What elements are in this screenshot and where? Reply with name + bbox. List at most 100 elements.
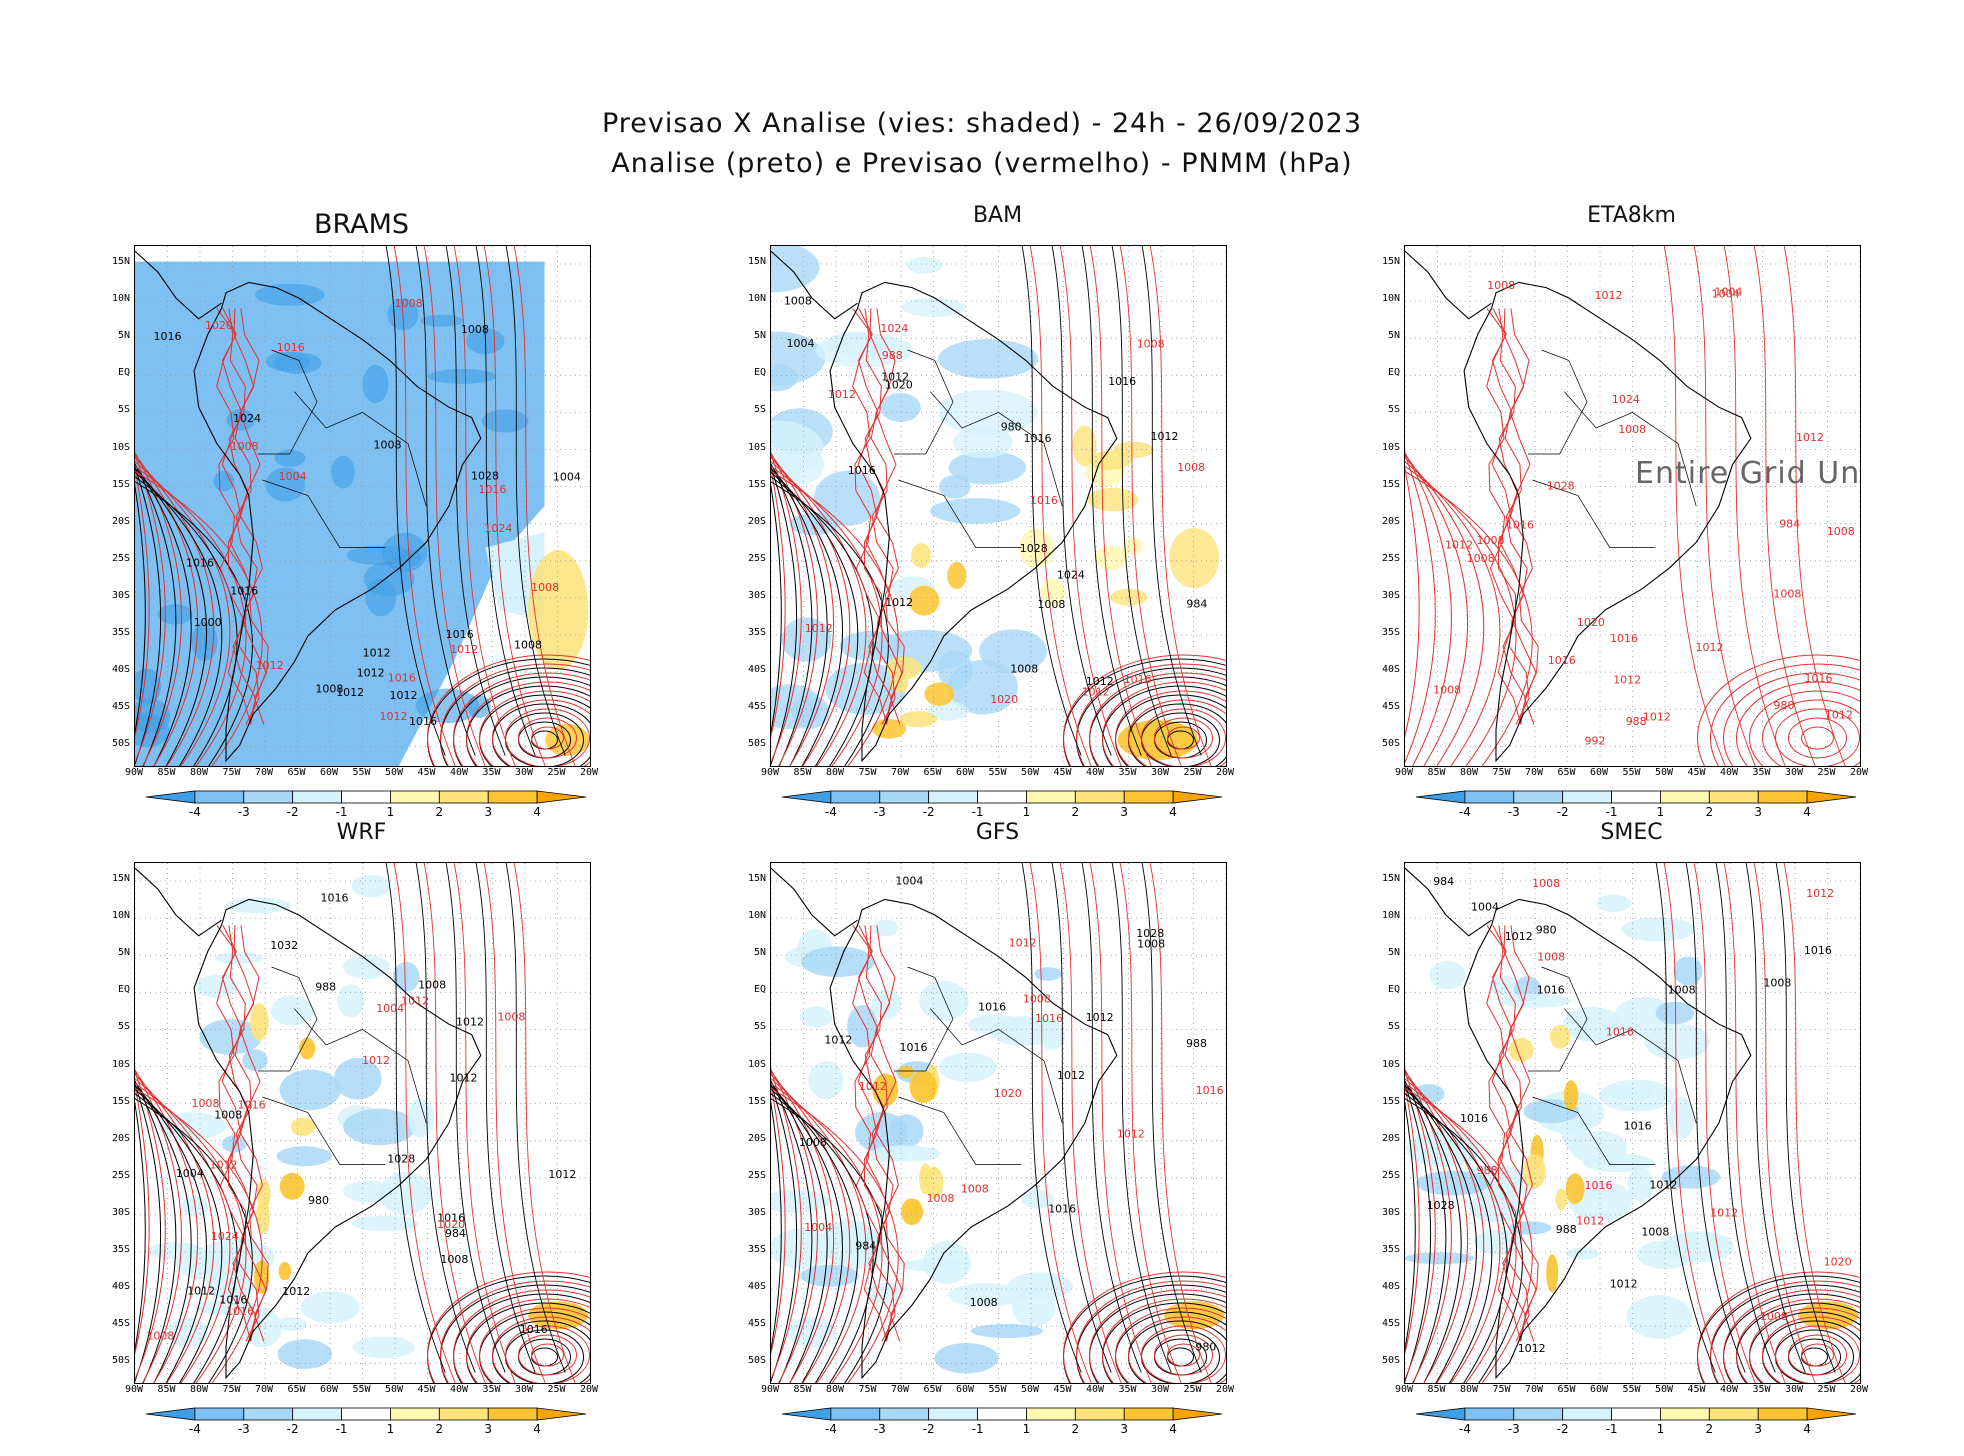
lat-tick-label: 50S bbox=[1381, 1355, 1400, 1367]
lat-tick-label: 30S bbox=[747, 1206, 766, 1218]
lat-tick-label: 15N bbox=[111, 873, 130, 884]
andes-isobars bbox=[852, 308, 905, 725]
black-isobar-label: 1028 bbox=[471, 470, 499, 483]
red-isobar-label: 1024 bbox=[211, 1230, 239, 1243]
colorbar-segment bbox=[1123, 1407, 1174, 1421]
panel-smec: SMEC 1012 1016 1012 1008 1004 1016 1012 1008 1016… bbox=[1364, 820, 1899, 1456]
red-isobar-label: 1008 bbox=[146, 1330, 174, 1343]
lat-tick-label: 40S bbox=[111, 1281, 130, 1293]
lat-tick-label: 25S bbox=[747, 552, 766, 564]
red-isobar-label: 1024 bbox=[880, 322, 908, 335]
lon-tick-label: 55W bbox=[1622, 767, 1641, 778]
lon-tick-label: 50W bbox=[384, 767, 404, 778]
colorbar-label: 2 bbox=[1071, 805, 1080, 819]
lat-tick-label: 35S bbox=[111, 627, 130, 638]
black-isobar-label: 984 bbox=[445, 1227, 466, 1240]
colorbar-label: -1 bbox=[335, 1422, 348, 1436]
red-isobar-label: 1008 bbox=[1467, 552, 1495, 565]
black-isobar-label: 1008 bbox=[214, 1109, 242, 1122]
colorbar-segment bbox=[879, 790, 930, 804]
lat-tick-label: 25S bbox=[747, 1169, 766, 1181]
colorbar-segment bbox=[781, 1407, 832, 1421]
colorbar-segment bbox=[1026, 790, 1076, 804]
map-frame: 1012 1008 1012 1008 1008 1012 1008 1012 1004 1016… bbox=[1404, 245, 1861, 767]
panel-brams: BRAMS 1008 1012 1008 1016 1004 1000 1012 1016 102… bbox=[94, 209, 629, 839]
lat-tick-label: 10N bbox=[1381, 910, 1400, 922]
lon-tick-label: 75W bbox=[858, 767, 877, 778]
lon-tick-label: 40W bbox=[1085, 767, 1105, 778]
black-isobar-label: 984 bbox=[1186, 597, 1207, 610]
lat-tick-label: 15N bbox=[111, 256, 130, 267]
lon-tick-label: 20W bbox=[1215, 1384, 1235, 1395]
red-isobar-label: 1012 bbox=[828, 388, 856, 401]
colorbar-segment bbox=[977, 1407, 1027, 1421]
lon-tick-label: 55W bbox=[352, 767, 371, 778]
lat-tick-label: 15N bbox=[747, 256, 766, 267]
panel-gfs: GFS 1012 1008 1016 1004 1012 1008 1016 1028 1016 1… bbox=[730, 820, 1265, 1456]
lon-tick-label: 45W bbox=[417, 1384, 436, 1395]
colorbar-segment bbox=[830, 790, 881, 804]
colorbar-label: -4 bbox=[1458, 805, 1471, 819]
red-isobar-label: 1008 bbox=[1532, 877, 1560, 890]
colorbar-label: 1 bbox=[1656, 1422, 1665, 1436]
map-frame: 1012 1016 1012 1008 1004 1016 1012 1008 1016 1028… bbox=[1404, 862, 1861, 1384]
colorbar-segment bbox=[1415, 1407, 1466, 1421]
lon-tick-label: 45W bbox=[1687, 1384, 1706, 1395]
lon-tick-label: 60W bbox=[955, 1384, 975, 1395]
colorbar bbox=[1415, 1407, 1857, 1421]
lat-tick-label: 40S bbox=[1381, 1281, 1400, 1293]
coastline bbox=[771, 250, 1118, 763]
colorbar-segment bbox=[1611, 790, 1661, 804]
colorbar bbox=[781, 1407, 1223, 1421]
panel-title: WRF bbox=[336, 820, 387, 845]
panel-title: SMEC bbox=[1600, 820, 1663, 845]
black-isobar-label: 1012 bbox=[1057, 1069, 1085, 1082]
black-isobar-label: 1016 bbox=[446, 628, 474, 641]
lon-tick-label: 40W bbox=[449, 767, 469, 778]
map-frame: 1012 1008 1012 1016 1004 1008 1012 1016 1020 1028… bbox=[770, 245, 1227, 767]
lon-tick-label: 25W bbox=[1817, 1384, 1836, 1395]
colorbar-label: -1 bbox=[971, 805, 984, 819]
black-isobar-label: 1008 bbox=[1137, 938, 1165, 951]
black-isobar-label: 1008 bbox=[799, 1136, 827, 1149]
lat-tick-label: 15S bbox=[747, 478, 766, 490]
colorbar-label: 2 bbox=[1071, 1422, 1080, 1436]
panel-title: BAM bbox=[972, 203, 1023, 228]
black-isobar-label: 980 bbox=[1195, 1341, 1216, 1354]
colorbar bbox=[1415, 790, 1857, 804]
black-isobar-label: 1020 bbox=[885, 379, 913, 392]
isobar-labels: 1012 1008 1016 1004 1012 1008 1016 1028 1016 1012… bbox=[799, 875, 1224, 1354]
colorbar-segment bbox=[390, 790, 440, 804]
lat-tick-label: 45S bbox=[747, 1318, 766, 1330]
black-isobar-label: 988 bbox=[1556, 1223, 1577, 1236]
lon-tick-label: 30W bbox=[1784, 1384, 1804, 1395]
lat-tick-label: 50S bbox=[1381, 738, 1400, 750]
lon-tick-label: 50W bbox=[1020, 1384, 1040, 1395]
lon-tick-label: 55W bbox=[988, 767, 1007, 778]
black-isobar-label: 1024 bbox=[233, 412, 261, 425]
colorbar-segment bbox=[1562, 790, 1612, 804]
lon-tick-label: 35W bbox=[1752, 1384, 1771, 1395]
lat-tick-label: 5N bbox=[117, 947, 130, 959]
lat-tick-label: EQ bbox=[753, 984, 766, 996]
red-isobar-label: 1016 bbox=[1805, 672, 1833, 685]
lat-tick-label: 5N bbox=[1387, 330, 1400, 342]
lat-tick-label: 35S bbox=[747, 627, 766, 638]
colorbar-label: 4 bbox=[533, 805, 541, 819]
red-isobar-label: 1020 bbox=[994, 1087, 1022, 1100]
lat-tick-label: 30S bbox=[111, 1206, 130, 1218]
colorbar-label: -4 bbox=[188, 805, 201, 819]
colorbar-segment bbox=[1464, 790, 1515, 804]
black-isobar-label: 980 bbox=[308, 1194, 329, 1207]
lon-tick-label: 30W bbox=[514, 1384, 534, 1395]
lat-tick-label: 45S bbox=[111, 701, 130, 713]
colorbar-label: -3 bbox=[237, 1422, 250, 1436]
red-isobar-label: 1008 bbox=[1177, 461, 1205, 474]
colorbar-segment bbox=[1464, 1407, 1515, 1421]
colorbar-segment bbox=[1123, 790, 1174, 804]
colorbar-label: -2 bbox=[1556, 1422, 1569, 1436]
black-isobar-label: 988 bbox=[315, 981, 336, 994]
colorbar-segment bbox=[1562, 1407, 1612, 1421]
lon-tick-label: 25W bbox=[547, 1384, 566, 1395]
red-isobar-label: 1020 bbox=[205, 319, 233, 332]
